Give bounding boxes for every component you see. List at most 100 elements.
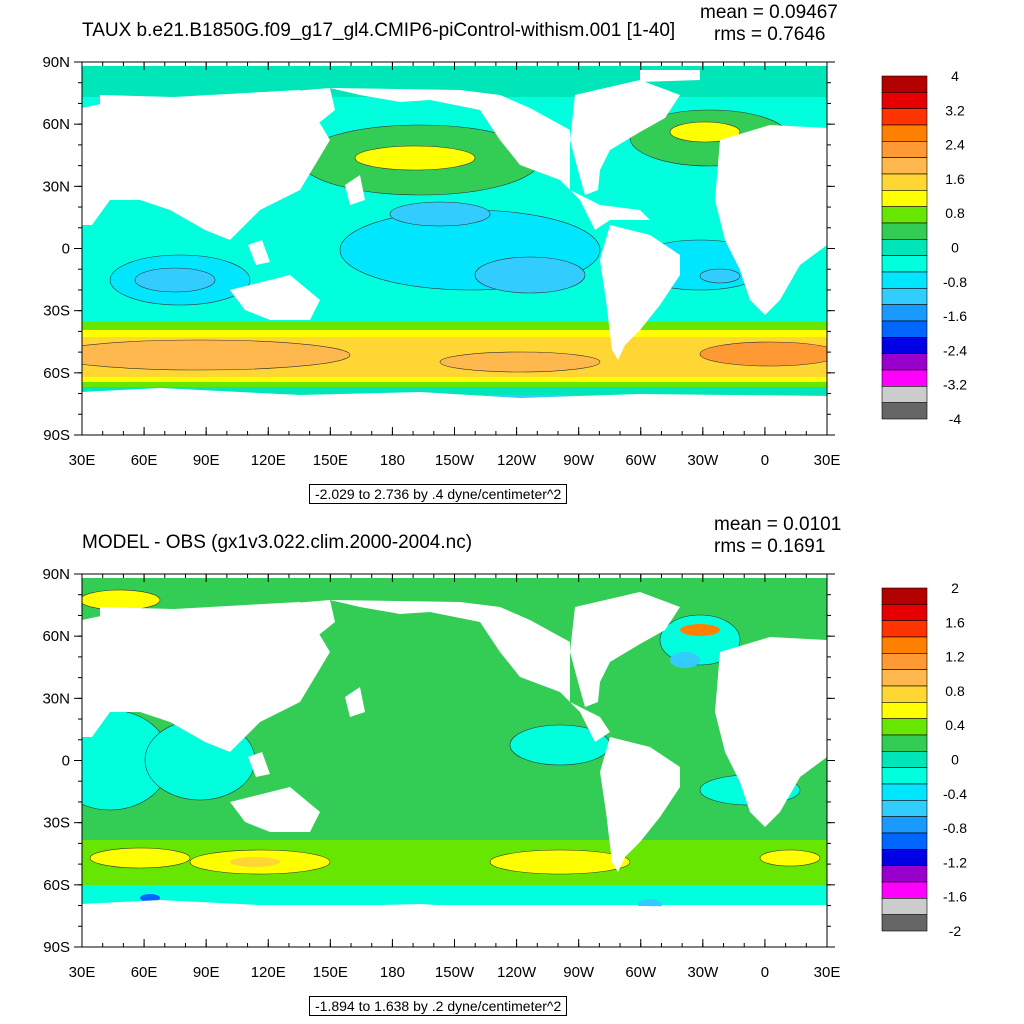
lat-label: 60S — [43, 877, 70, 894]
lon-label: 120E — [251, 964, 286, 981]
panel-2-map — [81, 573, 828, 948]
colorbar-swatch — [881, 222, 928, 240]
lat-label: 90N — [42, 566, 70, 583]
colorbar-swatch — [881, 141, 928, 158]
lon-label: 90E — [193, 452, 220, 469]
lat-label: 0 — [62, 753, 70, 770]
lat-label: 90S — [43, 939, 70, 956]
lat-label: 0 — [62, 241, 70, 258]
colorbar-swatch — [881, 685, 928, 703]
colorbar-label: -1.6 — [943, 889, 967, 905]
colorbar-label: -2.4 — [943, 342, 967, 358]
lat-label: 90S — [43, 427, 70, 444]
colorbar-swatch — [881, 767, 928, 785]
panel-2-title: MODEL - OBS (gx1v3.022.clim.2000-2004.nc… — [82, 532, 473, 553]
colorbar-swatch — [881, 800, 928, 817]
lon-label: 180 — [380, 452, 405, 469]
colorbar-swatch — [881, 320, 928, 338]
colorbar-swatch — [881, 157, 928, 175]
colorbar-label: -1.6 — [943, 308, 967, 324]
colorbar-swatch — [881, 816, 928, 834]
lon-label: 60W — [625, 964, 657, 981]
lon-label: 30W — [687, 452, 719, 469]
lon-label: 90W — [563, 964, 595, 981]
lon-label: 30E — [814, 964, 841, 981]
colorbar-layer: 4 3.2 2.4 1.6 0.8 0 -0.8 -1.6 -2.4 -3.2 -4 2 1.6 1.2 0… — [881, 68, 967, 939]
lon-label: 150E — [313, 964, 348, 981]
colorbar-swatch — [881, 620, 928, 638]
colorbar-swatch — [881, 832, 928, 850]
colorbar-swatch — [881, 881, 928, 899]
panel-1-contour-info: -2.029 to 2.736 by .4 dyne/centimeter^2 — [309, 484, 568, 504]
colorbar-swatch — [881, 75, 928, 93]
lon-label: 120W — [497, 452, 537, 469]
lon-label: 60W — [625, 452, 657, 469]
colorbar-label: 0.8 — [945, 205, 965, 221]
colorbar-swatch — [881, 587, 928, 605]
colorbar-label: 0 — [951, 240, 959, 256]
lon-label: 120W — [497, 964, 537, 981]
lon-label: 90W — [563, 452, 595, 469]
colorbar-label: 0 — [951, 752, 959, 768]
lat-label: 30N — [42, 178, 70, 195]
colorbar-swatch — [881, 271, 928, 289]
lon-label: 30E — [69, 452, 96, 469]
colorbar-label: 1.6 — [945, 171, 965, 187]
lat-label: 60S — [43, 365, 70, 382]
colorbar-swatch — [881, 369, 928, 387]
colorbar-label: -0.8 — [943, 274, 967, 290]
colorbar-swatch — [881, 898, 928, 915]
panel-2-field — [82, 574, 827, 947]
lat-label: 30S — [43, 303, 70, 320]
lon-label: 60E — [131, 452, 158, 469]
lon-label: 0 — [761, 452, 769, 469]
lon-label: 180 — [380, 964, 405, 981]
lon-label: 30E — [814, 452, 841, 469]
colorbar-swatch — [881, 386, 928, 403]
colorbar-swatch — [881, 751, 928, 768]
colorbar-label: 3.2 — [945, 102, 965, 118]
colorbar-label: 2 — [951, 580, 959, 596]
colorbar-label: -3.2 — [943, 377, 967, 393]
colorbar-swatch — [881, 402, 928, 420]
colorbar-swatch — [881, 718, 928, 736]
colorbar-label: -0.8 — [943, 820, 967, 836]
colorbar-label: 2.4 — [945, 137, 965, 153]
colorbar-swatch — [881, 190, 928, 207]
panel-1-title: TAUX b.e21.B1850G.f09_g17_gl4.CMIP6-piCo… — [82, 20, 676, 41]
colorbar-label: -2 — [949, 923, 962, 939]
lat-label: 30S — [43, 815, 70, 832]
colorbar-swatch — [881, 783, 928, 801]
colorbar-swatch — [881, 914, 928, 932]
lon-label: 0 — [761, 964, 769, 981]
lat-label: 30N — [42, 690, 70, 707]
panel-1-field — [82, 62, 827, 435]
colorbar-swatch — [881, 255, 928, 273]
lon-label: 30W — [687, 964, 719, 981]
lat-label: 60N — [42, 628, 70, 645]
lon-label: 60E — [131, 964, 158, 981]
colorbar-swatch — [881, 304, 928, 322]
lon-label: 30E — [69, 964, 96, 981]
colorbar-swatch — [881, 849, 928, 866]
lon-label: 90E — [193, 964, 220, 981]
colorbar-label: -1.2 — [943, 854, 967, 870]
colorbar-label: -4 — [949, 411, 962, 427]
panel-1-map — [81, 61, 828, 436]
colorbar-swatch — [881, 92, 928, 109]
colorbar-swatch — [881, 702, 928, 719]
colorbar-swatch — [881, 604, 928, 621]
colorbar-swatch — [881, 239, 928, 256]
colorbar-label: -0.4 — [943, 786, 967, 802]
colorbar-swatch — [881, 337, 928, 354]
lat-label: 60N — [42, 116, 70, 133]
colorbar-swatch — [881, 288, 928, 305]
colorbar-label: 0.8 — [945, 683, 965, 699]
colorbar-swatch — [881, 865, 928, 883]
colorbar-label: 1.6 — [945, 614, 965, 630]
colorbar-swatch — [881, 173, 928, 191]
lon-label: 150W — [435, 964, 475, 981]
panel-2-contour-info: -1.894 to 1.638 by .2 dyne/centimeter^2 — [309, 996, 568, 1016]
panel-2-mean: mean = 0.0101 — [714, 514, 842, 535]
